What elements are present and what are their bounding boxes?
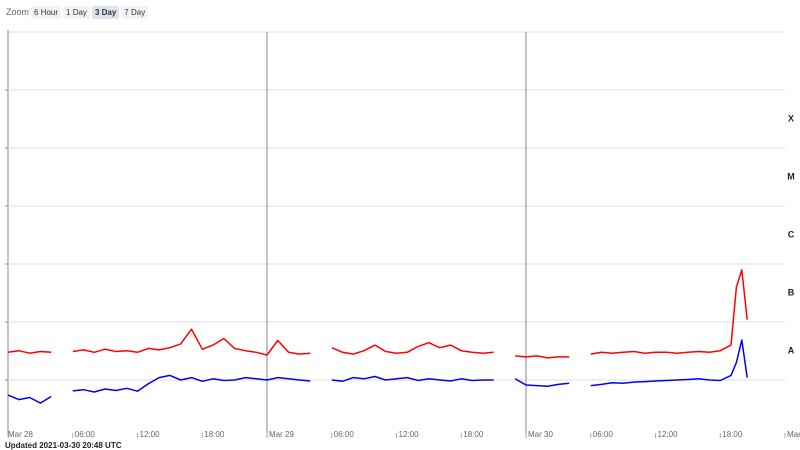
zoom-option[interactable]: 3 Day [91,5,120,19]
x-tick-label: 12:00 [399,430,420,439]
zoom-option[interactable]: 1 Day [63,5,90,19]
x-tick-label: 06:00 [75,430,96,439]
x-tick-label: Mar 31 [787,430,800,439]
x-tick-label: 18:00 [204,430,225,439]
x-tick-label: 06:00 [593,430,614,439]
class-label: C [788,229,795,239]
zoom-label: Zoom [6,7,30,17]
flux-line [7,339,748,404]
zoom-option[interactable]: 7 Day [121,5,149,19]
x-tick-label: Mar 29 [269,430,294,439]
x-tick-label: 06:00 [334,430,355,439]
x-tick-label: Mar 30 [528,430,553,439]
class-label: B [788,287,795,297]
updated-footer: Updated 2021-03-30 20:48 UTC [5,441,122,450]
zoom-toolbar: Zoom 6 Hour 1 Day 3 Day 7 Day [6,4,149,20]
x-tick-label: Mar 28 [8,430,33,439]
flux-line [7,269,748,359]
zoom-option[interactable]: 6 Hour [31,5,62,19]
x-tick-label: 18:00 [722,430,743,439]
x-tick-label: 12:00 [658,430,679,439]
class-label: A [788,345,795,355]
x-tick-label: 12:00 [140,430,161,439]
x-tick-label: 18:00 [463,430,484,439]
class-label: M [787,171,795,181]
class-label: X [788,113,794,123]
